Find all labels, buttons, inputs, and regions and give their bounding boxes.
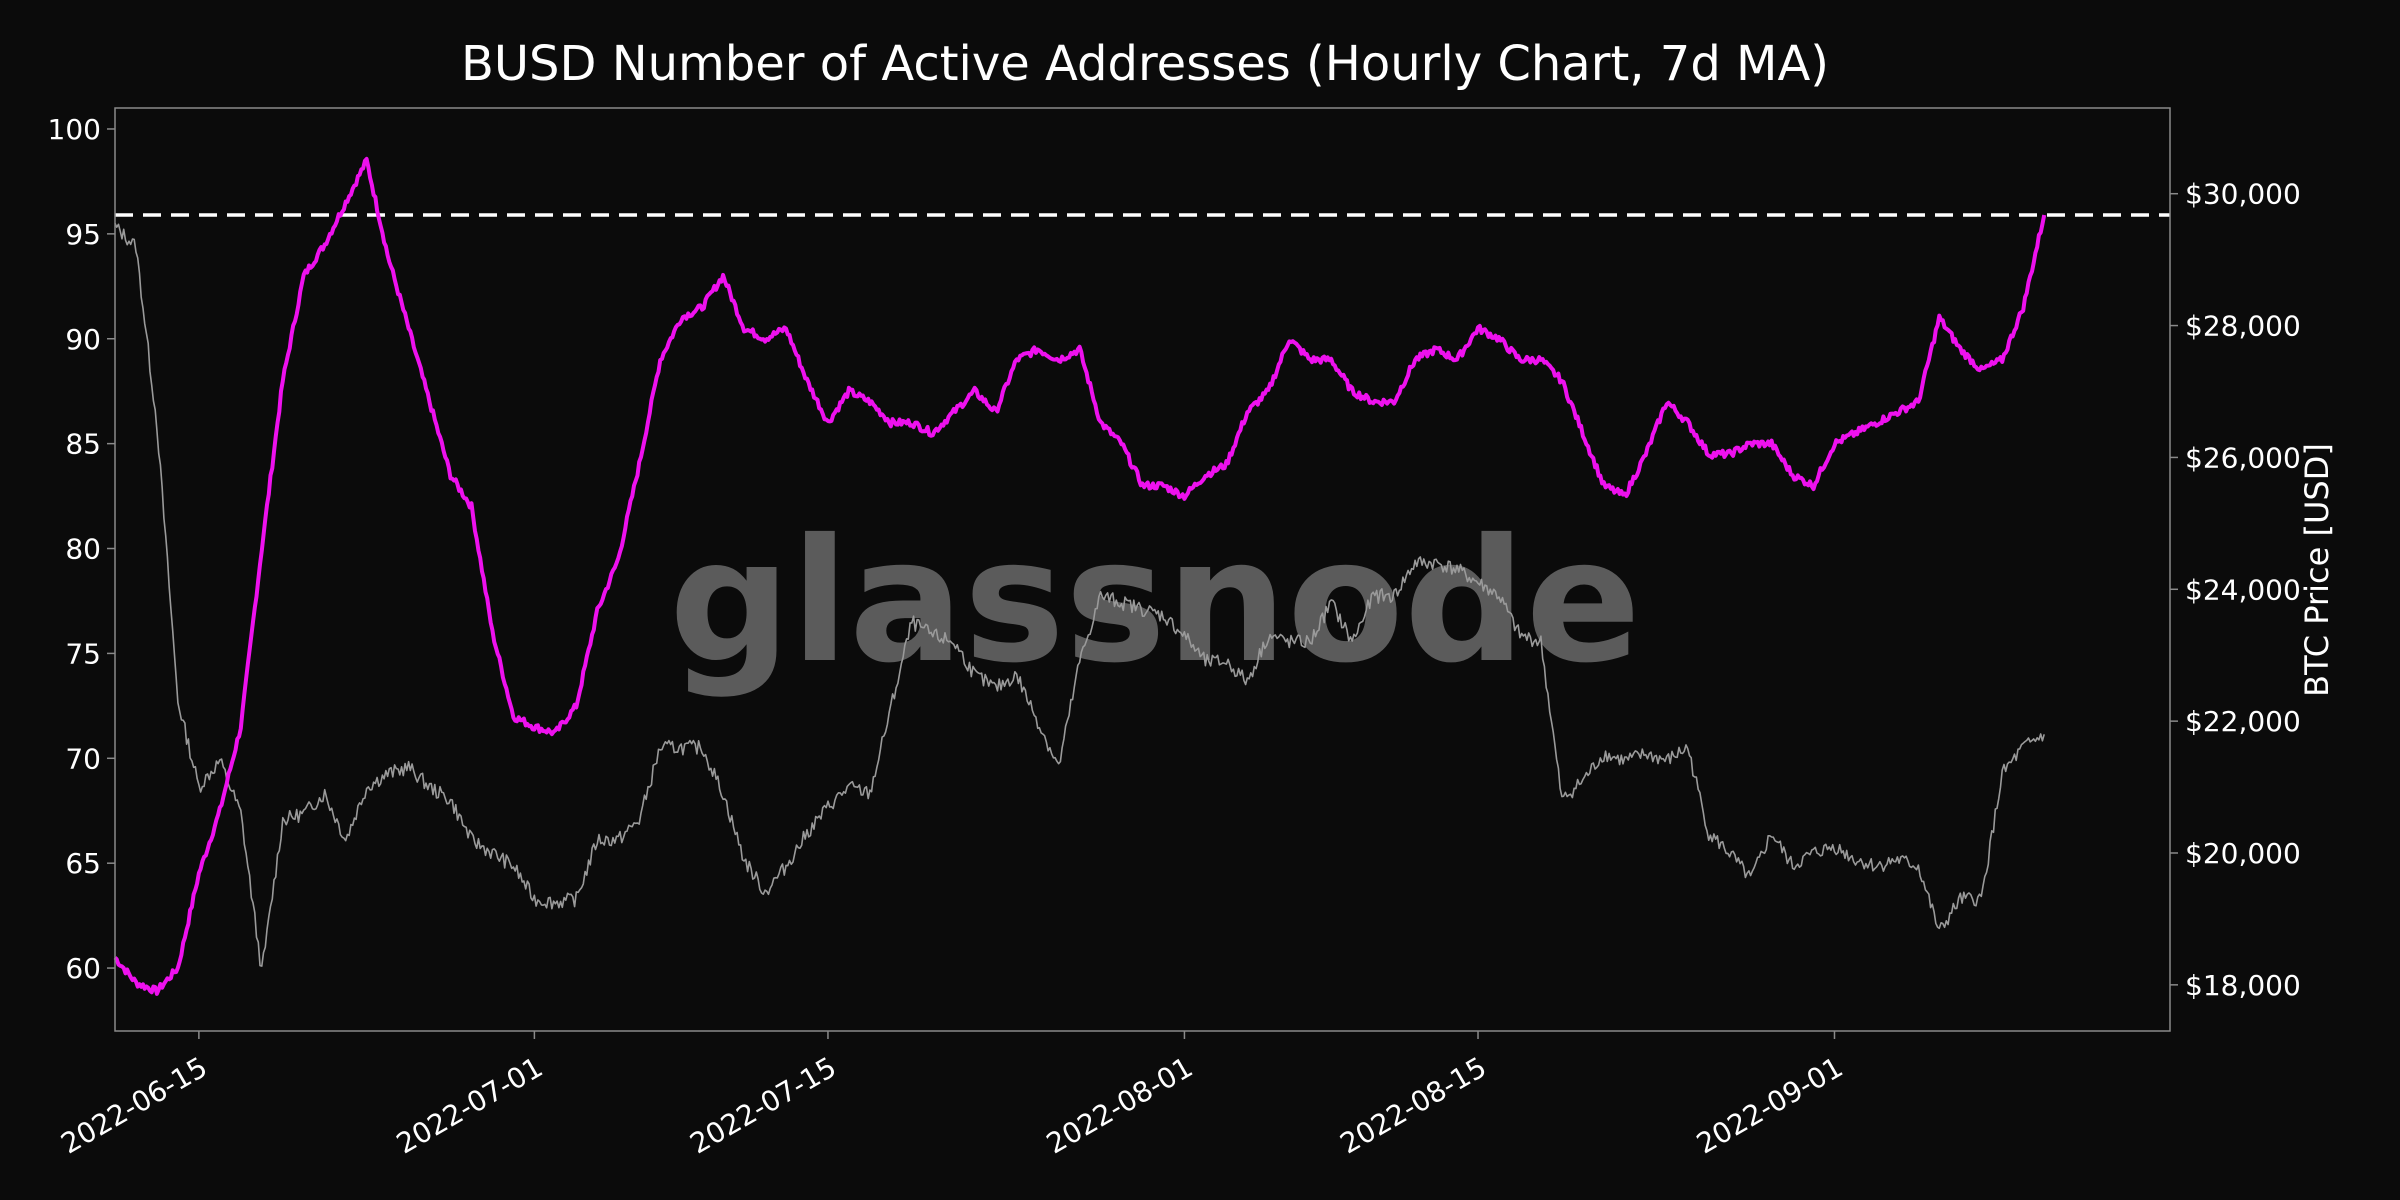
series-btc-price-line (114, 222, 2045, 967)
chart-title: BUSD Number of Active Addresses (Hourly … (461, 36, 1829, 92)
y-right-tick-label: $24,000 (2185, 573, 2301, 606)
series-active-addresses-line (113, 156, 2047, 996)
right-axis-label: BTC Price [USD] (2298, 443, 2336, 697)
y-left-tick-label: 65 (65, 847, 101, 880)
y-left-tick-label: 95 (65, 218, 101, 251)
y-right-tick-label: $18,000 (2185, 969, 2301, 1002)
y-left-tick-label: 80 (65, 533, 101, 566)
y-left-tick-label: 100 (48, 113, 101, 146)
y-left-tick-label: 90 (65, 323, 101, 356)
y-left-tick-label: 60 (65, 952, 101, 985)
y-left-tick-label: 85 (65, 428, 101, 461)
y-left-tick-label: 75 (65, 637, 101, 670)
y-right-tick-label: $20,000 (2185, 837, 2301, 870)
watermark: glassnode (669, 503, 1641, 701)
y-right-tick-label: $28,000 (2185, 310, 2301, 343)
y-left-tick-label: 70 (65, 742, 101, 775)
y-right-tick-label: $26,000 (2185, 441, 2301, 474)
plot-frame (114, 107, 2171, 1032)
y-right-tick-label: $22,000 (2185, 705, 2301, 738)
y-right-tick-label: $30,000 (2185, 178, 2301, 211)
